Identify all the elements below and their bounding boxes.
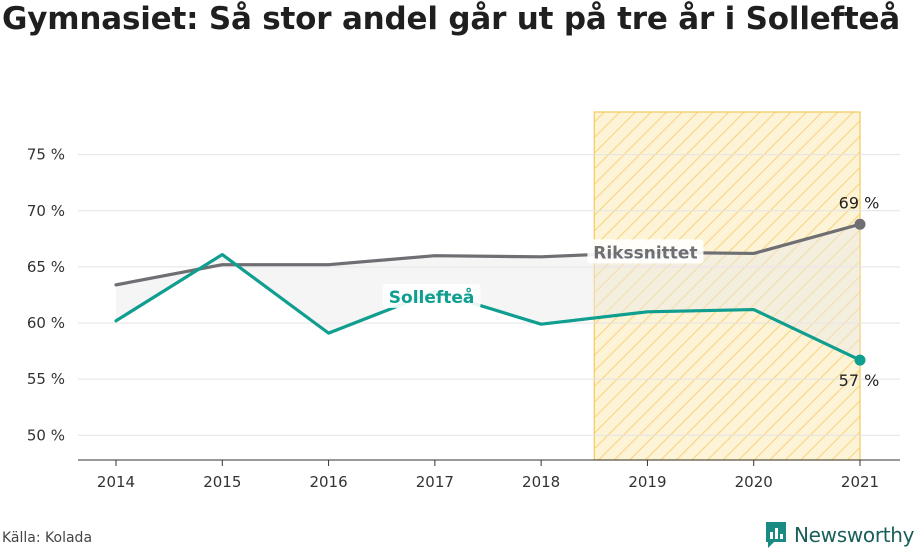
end-value-label: 69 % <box>839 193 880 212</box>
y-tick-label: 70 % <box>27 202 65 220</box>
source-note: Källa: Kolada <box>2 530 93 546</box>
x-tick-label: 2020 <box>735 473 773 491</box>
x-tick-label: 2018 <box>522 473 560 491</box>
x-tick-label: 2019 <box>628 473 666 491</box>
series-label-rikssnittet: Rikssnittet <box>593 243 697 263</box>
y-tick-label: 65 % <box>27 258 65 276</box>
x-tick-label: 2021 <box>841 473 879 491</box>
brand-name: Newsworthy <box>794 523 915 547</box>
x-tick-label: 2017 <box>416 473 454 491</box>
chart-title: Gymnasiet: Så stor andel går ut på tre å… <box>2 1 901 37</box>
y-tick-label: 60 % <box>27 314 65 332</box>
series-label-bg <box>587 239 704 264</box>
series-line-solleftea <box>114 252 862 362</box>
series-label-bg <box>382 283 481 308</box>
end-value-label: 57 % <box>839 371 880 390</box>
highlight-hatch <box>594 112 860 460</box>
series-label-solleftea: Sollefteå <box>389 286 475 308</box>
y-tick-label: 50 % <box>27 426 65 444</box>
x-tick-label: 2014 <box>97 473 135 491</box>
brand-logo[interactable]: Newsworthy <box>764 519 915 551</box>
endpoint-marker-rikssnittet <box>854 218 866 230</box>
endpoint-marker-solleftea <box>854 354 866 366</box>
y-tick-label: 75 % <box>27 146 65 164</box>
x-tick-label: 2016 <box>309 473 347 491</box>
y-tick-label: 55 % <box>27 370 65 388</box>
x-tick-label: 2015 <box>203 473 241 491</box>
series-line-rikssnittet <box>114 222 862 287</box>
newsworthy-icon <box>766 522 786 548</box>
